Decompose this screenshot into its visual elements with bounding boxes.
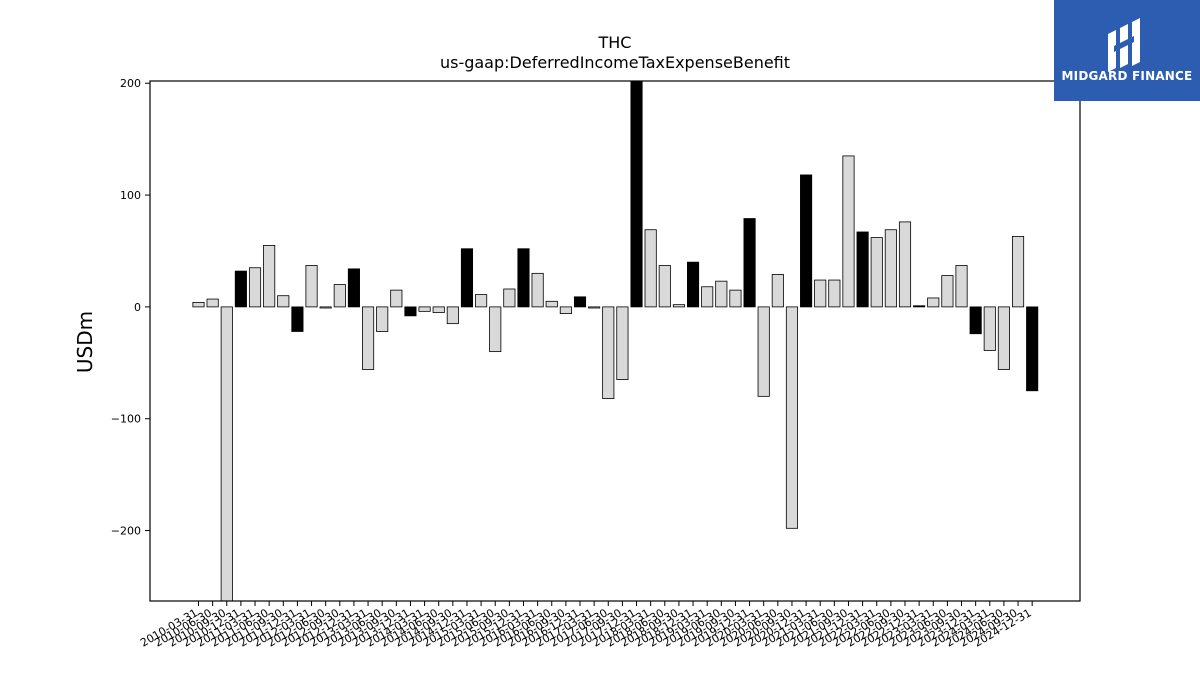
bar-2023-06-30 [941, 275, 954, 308]
bar-2013-06-30 [376, 306, 389, 332]
bar-2019-09-30 [729, 289, 742, 308]
bar-2015-09-30 [503, 288, 516, 308]
bar-2010-06-30 [206, 298, 219, 308]
bar-2011-12-31 [291, 306, 304, 332]
bar-2010-03-31 [192, 302, 205, 308]
bar-2019-12-31 [743, 218, 756, 308]
bar-2015-06-30 [489, 306, 502, 353]
bar-2013-12-31 [404, 306, 417, 317]
bar-2017-06-30 [602, 306, 615, 399]
bar-2016-06-30 [545, 300, 558, 308]
bar-2020-06-30 [771, 274, 784, 308]
y-tick-label: 0 [134, 301, 141, 314]
bar-2015-03-31 [475, 294, 488, 308]
plot-frame [149, 80, 1081, 602]
bar-2017-09-30 [616, 306, 629, 380]
bar-2010-12-31 [234, 270, 247, 308]
bar-2023-09-30 [955, 265, 968, 308]
bar-2022-12-31 [913, 305, 926, 308]
chart-title: THC [598, 33, 632, 52]
y-tick-label: −200 [111, 525, 141, 538]
bar-2013-03-31 [362, 306, 375, 370]
bar-2022-06-30 [884, 229, 897, 308]
bar-2024-06-30 [997, 306, 1010, 370]
bar-2019-06-30 [715, 280, 728, 308]
bar-2011-09-30 [277, 295, 290, 308]
bar-2010-09-30 [220, 306, 233, 602]
bar-2016-03-31 [531, 272, 544, 308]
bar-2012-09-30 [333, 284, 346, 308]
bar-2020-03-31 [757, 306, 770, 397]
bar-2017-03-31 [588, 306, 601, 309]
y-axis: −200 −100 0 100 200 [111, 77, 150, 538]
bar-2018-06-30 [658, 265, 671, 308]
bar-2018-03-31 [644, 229, 657, 308]
bar-2014-12-31 [460, 248, 474, 308]
bar-2024-09-30 [1011, 236, 1025, 308]
bar-2015-12-31 [517, 248, 530, 308]
bar-2021-09-30 [842, 155, 855, 308]
bar-2018-12-31 [687, 261, 700, 308]
bar-2016-09-30 [559, 306, 572, 315]
midgard-logo-icon [1108, 18, 1140, 72]
y-tick-label: 100 [120, 189, 141, 202]
bar-2021-06-30 [828, 279, 841, 308]
bar-2011-06-30 [263, 244, 276, 308]
bar-2018-09-30 [672, 304, 685, 308]
bar-2023-03-31 [927, 297, 940, 308]
bar-2021-03-31 [814, 279, 827, 308]
bars-group [192, 80, 1039, 602]
bar-2020-12-31 [800, 174, 813, 308]
brand-name: MIDGARD FINANCE [1061, 69, 1193, 83]
bar-2012-03-31 [305, 265, 318, 308]
chart-subtitle: us-gaap:DeferredIncomeTaxExpenseBenefit [440, 53, 790, 72]
brand-logo: MIDGARD FINANCE [1054, 0, 1200, 101]
bar-2016-12-31 [573, 296, 587, 308]
bar-2013-09-30 [390, 289, 403, 308]
bar-2014-09-30 [446, 306, 459, 325]
bar-2017-12-31 [630, 80, 643, 308]
y-tick-label: −100 [111, 413, 141, 426]
bar-2019-03-31 [701, 286, 714, 308]
bar-2024-03-31 [983, 306, 996, 351]
bar-2023-12-31 [969, 306, 982, 335]
bar-2020-09-30 [785, 306, 799, 529]
y-tick-label: 200 [120, 77, 141, 90]
bar-2022-09-30 [898, 221, 912, 308]
y-axis-label: USDm [73, 311, 97, 373]
bar-2012-12-31 [347, 268, 360, 308]
x-axis: 2010-03-312010-06-302010-09-302010-12-31… [138, 601, 1034, 650]
bar-2011-03-31 [248, 267, 262, 308]
bar-2022-03-31 [870, 237, 883, 308]
bar-2012-06-30 [319, 306, 332, 309]
bar-2021-12-31 [856, 231, 869, 308]
bar-2014-06-30 [432, 306, 445, 313]
bar-2024-12-31 [1026, 306, 1039, 392]
bar-2014-03-31 [418, 306, 431, 312]
